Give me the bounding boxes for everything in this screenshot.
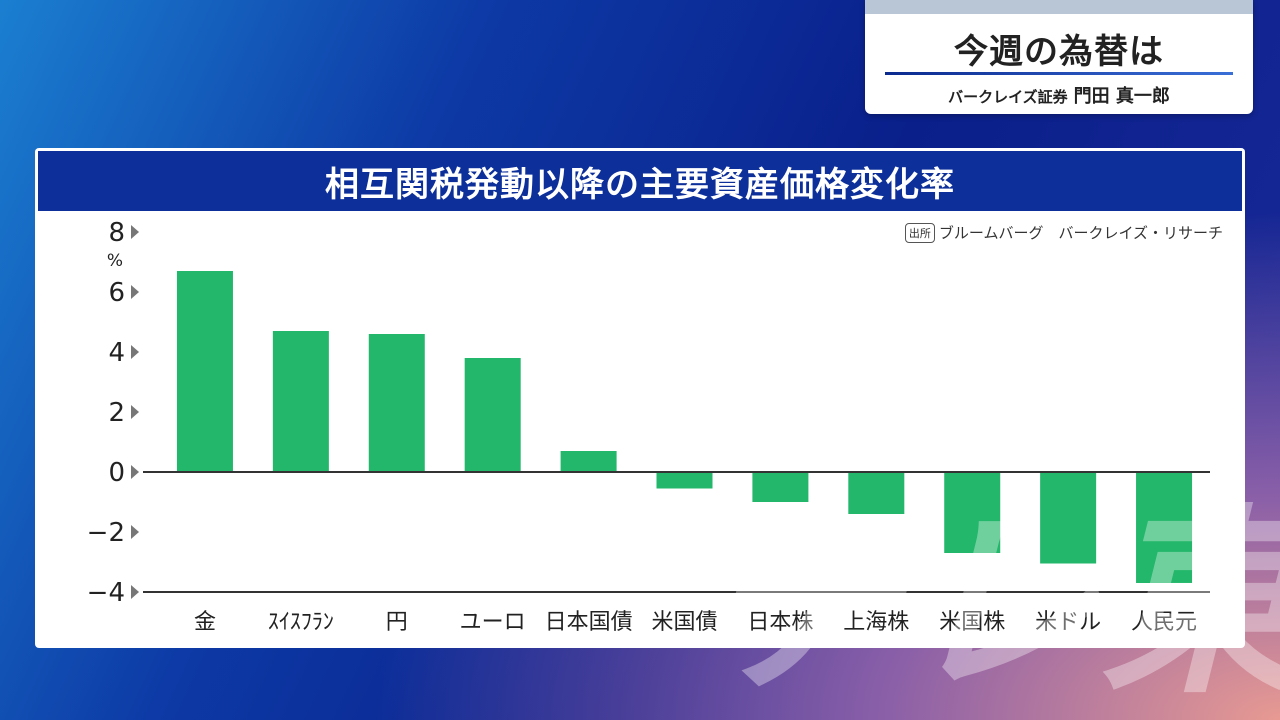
y-tick-label: −4 bbox=[87, 578, 125, 608]
y-tick-label: 8 bbox=[108, 218, 125, 248]
x-category-label: 日本株 bbox=[747, 610, 813, 635]
y-tick-label: 2 bbox=[108, 398, 125, 428]
x-category-label: 米国株 bbox=[939, 610, 1005, 635]
y-tick-marker bbox=[131, 225, 139, 239]
bar bbox=[272, 331, 329, 472]
bar bbox=[1136, 472, 1193, 583]
y-tick-marker bbox=[131, 585, 139, 599]
x-category-label: ｽｲｽﾌﾗﾝ bbox=[268, 610, 334, 635]
x-category-label: 人民元 bbox=[1131, 610, 1197, 635]
source-tag: 出所 bbox=[904, 222, 935, 243]
y-tick-marker bbox=[131, 405, 139, 419]
bar bbox=[1040, 472, 1097, 564]
x-category-label: 上海株 bbox=[843, 610, 909, 635]
x-category-label: 米国債 bbox=[651, 610, 717, 635]
bar bbox=[752, 472, 809, 502]
bar bbox=[464, 358, 521, 472]
x-category-label: 円 bbox=[386, 610, 408, 635]
title-rule bbox=[885, 72, 1233, 75]
chart-title-bar: 相互関税発動以降の主要資産価格変化率 bbox=[35, 148, 1245, 214]
bar bbox=[944, 472, 1001, 553]
x-category-label: 米ドル bbox=[1035, 610, 1101, 635]
title-card-strip bbox=[865, 0, 1253, 14]
y-tick-label: 6 bbox=[108, 278, 125, 308]
bar-chart: 8 6 4 2 0 −2 −4% 金 ｽｲｽﾌﾗﾝ 円 ユーロ 日本国債 米国債 日本株 上海株 米国株 米ドル… bbox=[87, 218, 1210, 635]
y-tick-marker bbox=[131, 525, 139, 539]
program-title: 今週の為替は bbox=[954, 32, 1164, 72]
chart-title: 相互関税発動以降の主要資産価格変化率 bbox=[325, 164, 955, 205]
y-tick-label: −2 bbox=[87, 518, 125, 548]
source-text: ブルームバーグ バークレイズ・リサーチ bbox=[938, 224, 1223, 242]
source-note: 出所 ブルームバーグ バークレイズ・リサーチ bbox=[904, 222, 1223, 243]
guest-caption: バークレイズ証券 門田 真一郎 bbox=[865, 82, 1253, 108]
x-category-label: 金 bbox=[194, 610, 216, 635]
bar bbox=[848, 472, 905, 514]
y-tick-marker bbox=[131, 465, 139, 479]
y-unit-label: % bbox=[107, 251, 123, 271]
guest-organization: バークレイズ証券 bbox=[948, 88, 1068, 106]
bar bbox=[656, 472, 713, 489]
chart-panel: 相互関税発動以降の主要資産価格変化率 出所 ブルームバーグ バークレイズ・リサー… bbox=[35, 148, 1245, 648]
bar bbox=[368, 334, 425, 472]
bar bbox=[176, 271, 233, 472]
y-tick-marker bbox=[131, 285, 139, 299]
program-title-card: 今週の為替は バークレイズ証券 門田 真一郎 bbox=[865, 0, 1253, 114]
y-tick-marker bbox=[131, 345, 139, 359]
x-category-label: ユーロ bbox=[460, 610, 526, 635]
y-tick-label: 0 bbox=[108, 458, 125, 488]
x-category-label: 日本国債 bbox=[545, 610, 633, 635]
bar bbox=[560, 451, 617, 472]
y-tick-label: 4 bbox=[108, 338, 125, 368]
guest-name: 門田 真一郎 bbox=[1073, 86, 1170, 107]
